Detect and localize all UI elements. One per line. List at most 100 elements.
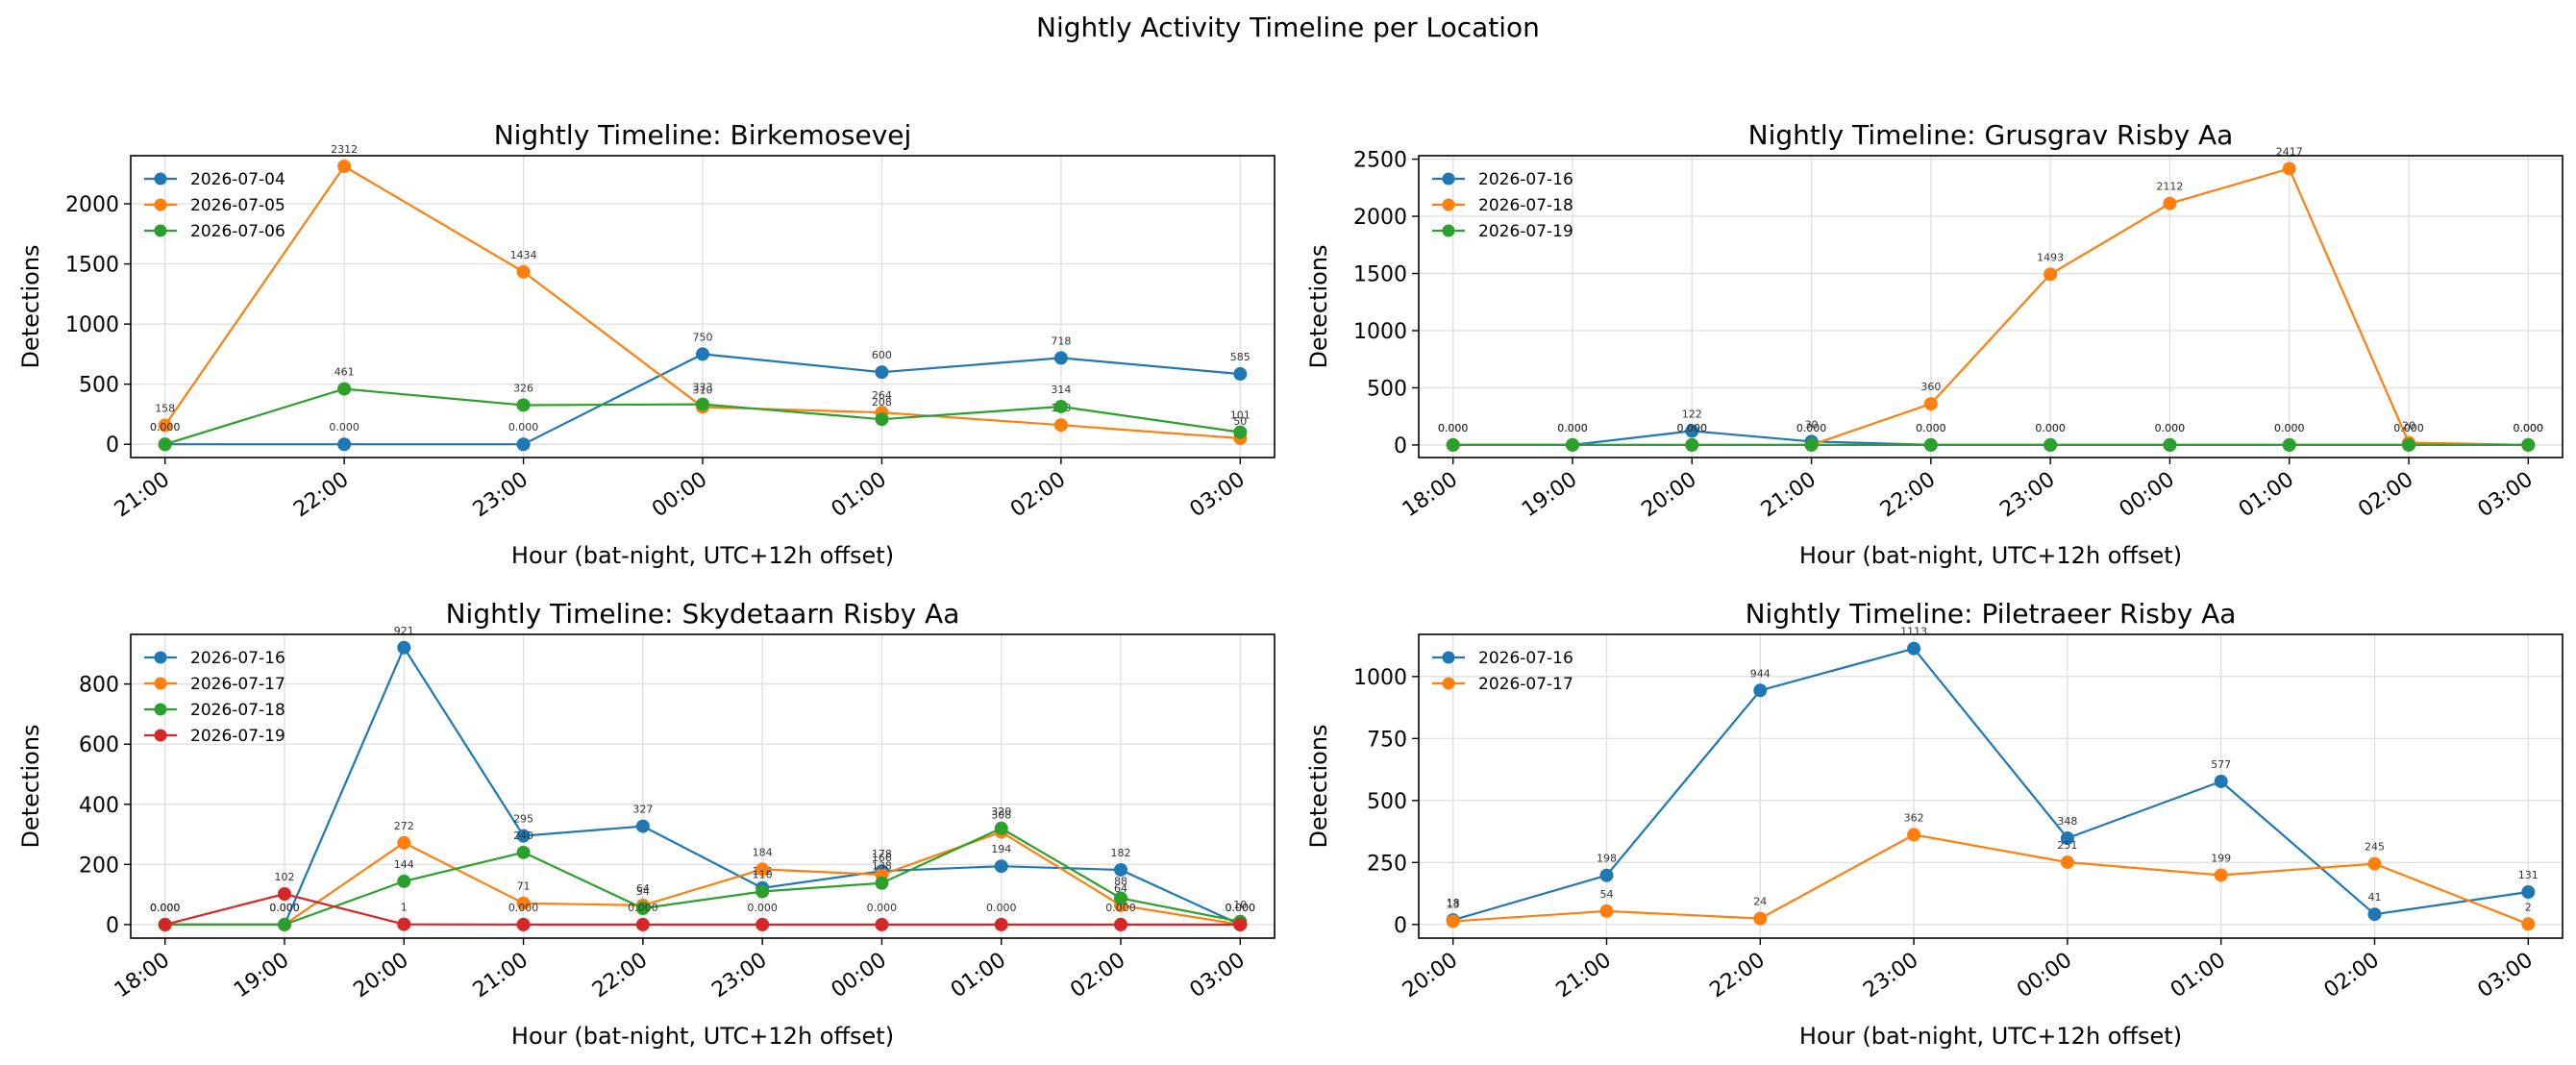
data-point <box>277 917 291 931</box>
data-point <box>2521 917 2536 931</box>
data-point <box>2043 267 2058 282</box>
data-point <box>516 917 531 931</box>
data-label: 54 <box>1600 888 1614 901</box>
legend: 2026-07-16 2026-07-18 2026-07-19 <box>1432 170 1573 241</box>
legend-entry: 2026-07-18 <box>190 701 285 720</box>
data-label: 0.000 <box>1105 902 1136 914</box>
data-label: 0.000 <box>2035 422 2066 434</box>
data-label: 0.000 <box>1226 902 1256 914</box>
data-label: 314 <box>1051 384 1071 396</box>
legend-swatch-marker <box>154 729 167 742</box>
data-label: 0.000 <box>329 421 359 433</box>
data-label: 348 <box>2057 815 2077 828</box>
legend-swatch-marker <box>1442 172 1455 186</box>
data-label: 18 <box>1447 897 1460 909</box>
legend-swatch-marker <box>1442 651 1455 664</box>
data-point <box>1753 911 1768 926</box>
legend-entry: 2026-07-16 <box>190 649 285 668</box>
data-label: 0.000 <box>2514 422 2544 434</box>
y-tick-label: 0 <box>1394 434 1407 458</box>
data-label: 577 <box>2211 758 2231 771</box>
data-point <box>516 264 531 279</box>
data-point <box>277 887 291 902</box>
data-label: 0.000 <box>2514 422 2544 434</box>
data-label: 0.000 <box>269 902 300 914</box>
data-label: 54 <box>636 885 650 898</box>
data-label: 0.000 <box>150 902 181 914</box>
plot-frame <box>1418 155 2564 458</box>
legend-swatch-marker <box>1442 198 1455 211</box>
data-point <box>635 902 650 916</box>
data-point <box>2060 831 2074 846</box>
data-label: 461 <box>334 366 355 379</box>
legend: 2026-07-16 2026-07-17 <box>1432 649 1573 694</box>
y-tick-label: 1500 <box>1353 263 1407 287</box>
data-point <box>337 437 352 452</box>
y-tick-label: 2500 <box>1353 149 1407 173</box>
data-label: 600 <box>872 349 892 361</box>
data-label: 13 <box>1447 898 1460 910</box>
x-axis-label: Hour (bat-night, UTC+12h offset) <box>1799 542 2182 569</box>
data-point <box>1685 437 1699 452</box>
plot-frame <box>130 155 1276 458</box>
data-point <box>875 917 889 931</box>
data-label: 320 <box>991 805 1011 818</box>
data-label: 2417 <box>2276 145 2303 158</box>
data-point <box>1599 868 1614 882</box>
y-tick-label: 0 <box>1394 914 1407 938</box>
data-label: 362 <box>1904 811 1924 824</box>
data-label: 333 <box>693 382 713 394</box>
data-point <box>1907 828 1921 842</box>
data-label: 308 <box>991 809 1011 822</box>
plot-frame <box>130 633 1276 939</box>
data-point <box>397 640 411 655</box>
data-label: 0.000 <box>2514 422 2544 434</box>
data-label: 326 <box>513 382 533 394</box>
data-point <box>1233 425 1248 439</box>
data-label: 0.000 <box>628 902 658 914</box>
legend-swatch-marker <box>154 677 167 690</box>
data-point <box>337 160 352 174</box>
data-point <box>1114 891 1128 905</box>
data-point <box>875 365 889 380</box>
data-label: 71 <box>517 880 531 893</box>
data-label: 0.000 <box>747 902 778 914</box>
y-tick-label: 600 <box>79 733 119 757</box>
data-point <box>2367 856 2382 871</box>
data-label: 0.000 <box>1226 902 1256 914</box>
data-label: 360 <box>1920 381 1941 393</box>
data-label: 50 <box>1233 415 1247 428</box>
data-label: 2112 <box>2156 181 2183 193</box>
data-point <box>2214 774 2228 788</box>
data-point <box>1907 641 1921 656</box>
legend-entry: 2026-07-17 <box>1478 675 1573 694</box>
data-label: 718 <box>1051 334 1071 347</box>
data-label: 0.000 <box>150 421 181 433</box>
data-point <box>1053 399 1068 413</box>
data-point <box>397 874 411 888</box>
data-label: 20 <box>2402 420 2415 433</box>
data-label: 64 <box>636 882 650 895</box>
data-point <box>1446 914 1460 929</box>
data-label: 0.000 <box>1438 422 1469 434</box>
data-label: 1 <box>401 902 408 914</box>
y-tick-label: 250 <box>1367 852 1407 876</box>
data-point <box>1114 917 1128 931</box>
y-axis-label: Detections <box>17 244 44 368</box>
data-label: 0.000 <box>1677 422 1708 434</box>
data-point <box>635 819 650 833</box>
data-label: 0.000 <box>1796 422 1827 434</box>
data-label: 0.000 <box>2274 422 2305 434</box>
data-point <box>994 859 1008 874</box>
data-label: 184 <box>753 846 773 858</box>
data-label: 0.000 <box>2393 422 2424 434</box>
legend-entry: 2026-07-19 <box>1478 222 1573 241</box>
data-point <box>1053 418 1068 433</box>
data-label: 208 <box>872 396 892 409</box>
data-label: 921 <box>394 625 414 637</box>
data-point <box>158 418 172 433</box>
legend-entry: 2026-07-16 <box>1478 170 1573 189</box>
data-point <box>994 821 1008 835</box>
